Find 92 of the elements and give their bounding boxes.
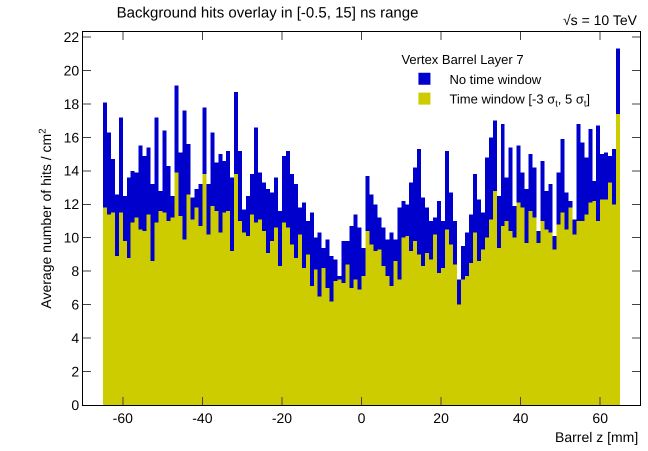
bar [138, 146, 143, 230]
bar [596, 126, 600, 222]
x-tick-label: 20 [433, 410, 450, 426]
bar [306, 254, 310, 405]
bar [460, 280, 465, 405]
bar [616, 48, 620, 114]
bar [158, 210, 163, 405]
bar [445, 229, 450, 405]
y-tick-label: 16 [64, 129, 80, 146]
bar [377, 249, 382, 405]
bar [548, 184, 552, 233]
bar [118, 212, 123, 405]
bar [568, 208, 572, 405]
bar [425, 252, 430, 405]
bar [401, 238, 406, 405]
x-tick-label: -40 [192, 410, 213, 426]
bar [504, 221, 509, 405]
bar [552, 236, 556, 250]
y-tick-label: 6 [71, 296, 80, 313]
text: √s = 10 TeV [563, 12, 638, 28]
bar [198, 184, 202, 226]
bar [226, 210, 230, 405]
bar [528, 210, 533, 405]
x-tick-label: 0 [358, 410, 366, 426]
bar [413, 241, 418, 405]
bar [472, 232, 477, 405]
bar [342, 241, 346, 283]
bar [616, 114, 620, 405]
bar [186, 194, 190, 405]
bar [588, 202, 592, 405]
bar [346, 264, 350, 405]
bar [102, 208, 107, 405]
bar [318, 232, 322, 296]
bar [354, 280, 358, 405]
bar [393, 261, 398, 405]
bar [322, 268, 326, 405]
bar [365, 231, 370, 405]
bar [600, 199, 604, 405]
bar [576, 221, 580, 405]
y-tick-label: 2 [71, 363, 80, 380]
bar [110, 212, 115, 405]
bar [146, 214, 151, 405]
bar [338, 280, 342, 405]
bar [274, 228, 278, 405]
y-tick-label: 18 [64, 96, 80, 112]
x-tick-label: -60 [112, 410, 134, 426]
legend-label: Time window [-3 σ$_{t}$, 5 σ$_{t}$] [449, 92, 590, 108]
y-tick-label: 0 [71, 396, 80, 413]
x-tick-label: 60 [592, 410, 608, 426]
bar [302, 202, 306, 268]
bar [210, 206, 214, 405]
bar [516, 202, 521, 405]
y-tick-label: 4 [71, 330, 80, 346]
bar [604, 152, 608, 200]
y-tick-label: 12 [64, 196, 80, 212]
x-axis-title: Barrel z [mm] [555, 429, 638, 445]
y-tick-label: 8 [71, 263, 80, 280]
bar [234, 174, 238, 405]
x-tick-label: -20 [272, 410, 292, 426]
bar [282, 222, 286, 405]
y-tick-label: 10 [64, 230, 80, 246]
bar [389, 232, 394, 286]
bar [202, 107, 206, 174]
bar [492, 190, 497, 405]
y-tick-label: 20 [64, 62, 80, 78]
bar [258, 219, 262, 405]
bar [310, 212, 314, 286]
bar [134, 218, 139, 405]
bar [202, 174, 206, 405]
legend-label: No time window [449, 72, 542, 87]
bar [433, 234, 438, 405]
x-tick-label: 40 [512, 410, 529, 426]
bar [612, 149, 616, 204]
bar [548, 232, 552, 405]
chart-title: Background hits overlay in [-0.5, 15] ns range [116, 4, 418, 22]
bar [437, 200, 442, 273]
bar [536, 231, 541, 243]
bar [334, 281, 338, 405]
legend-title: Vertex Barrel Layer 7 [401, 52, 524, 67]
bar [250, 214, 254, 405]
bar [560, 212, 564, 405]
bar [298, 234, 302, 405]
y-tick-label: 14 [64, 162, 80, 179]
bar [182, 110, 186, 240]
bar [608, 182, 612, 405]
bar [254, 127, 258, 223]
bar [540, 221, 545, 405]
y-tick-label: 22 [64, 28, 80, 45]
bar [218, 154, 222, 233]
bar [162, 212, 167, 405]
bar [456, 280, 461, 305]
bar [194, 208, 198, 405]
